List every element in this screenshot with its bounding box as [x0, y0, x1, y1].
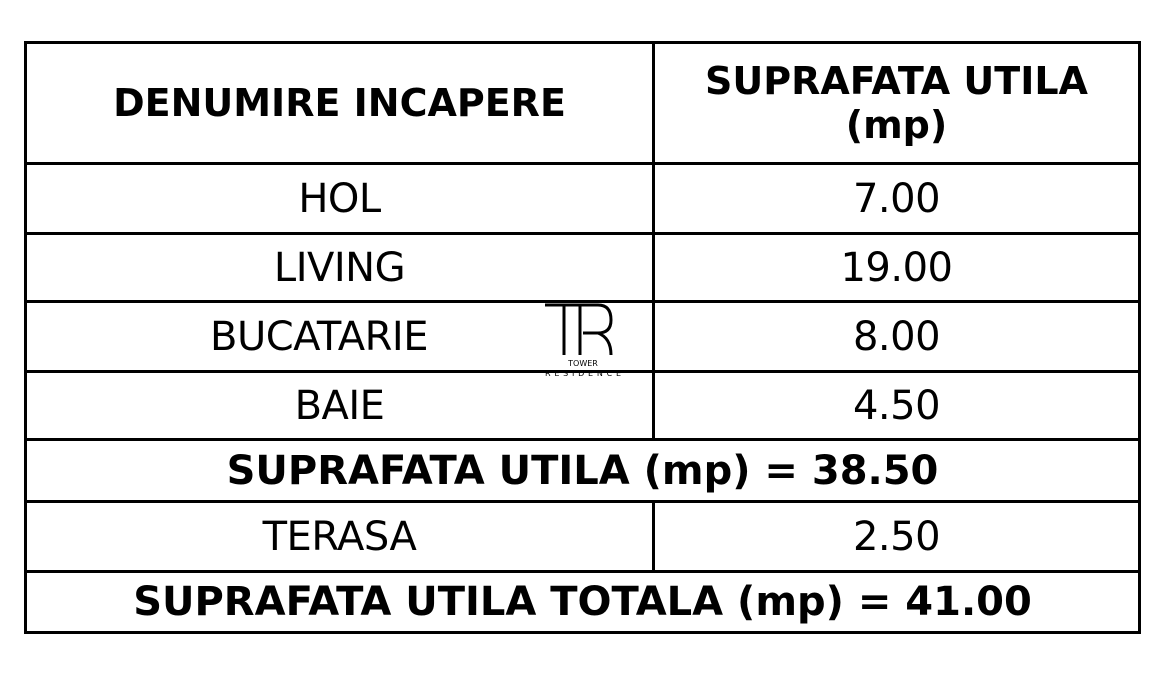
subtotal-text: SUPRAFATA UTILA (mp) = 38.50	[226, 447, 939, 494]
svg-text:TOWER: TOWER	[567, 359, 598, 368]
table-row: BAIE 4.50	[27, 373, 1138, 441]
room-area: 4.50	[852, 382, 941, 429]
svg-text:RESIDENCE: RESIDENCE	[545, 369, 621, 378]
header-area-unit: (mp)	[845, 103, 948, 147]
tower-residence-logo: TOWER RESIDENCE	[545, 303, 621, 378]
table-row: LIVING 19.00	[27, 235, 1138, 303]
area-table: DENUMIRE INCAPERE SUPRAFATA UTILA (mp) HO…	[24, 41, 1141, 634]
header-area: SUPRAFATA UTILA (mp)	[655, 44, 1138, 162]
total-text: SUPRAFATA UTILA TOTALA (mp) = 41.00	[133, 579, 1032, 625]
room-name: TERASA	[27, 503, 655, 570]
subtotal-row: SUPRAFATA UTILA (mp) = 38.50	[27, 441, 1138, 503]
room-name: BUCATARIE	[27, 303, 655, 370]
header-room-name: DENUMIRE INCAPERE	[27, 44, 655, 162]
room-name: BAIE	[27, 373, 655, 438]
table-header: DENUMIRE INCAPERE SUPRAFATA UTILA (mp)	[27, 44, 1138, 165]
room-area: 7.00	[852, 175, 941, 222]
header-area-line1: SUPRAFATA UTILA	[705, 59, 1088, 103]
table-row: BUCATARIE 8.00	[27, 303, 1138, 373]
room-name: LIVING	[27, 235, 655, 300]
table-row: HOL 7.00	[27, 165, 1138, 235]
room-area: 2.50	[852, 513, 941, 560]
room-area: 8.00	[852, 313, 941, 360]
total-row: SUPRAFATA UTILA TOTALA (mp) = 41.00	[27, 573, 1138, 631]
room-area: 19.00	[840, 244, 953, 291]
room-name: HOL	[27, 165, 655, 232]
table-row: TERASA 2.50	[27, 503, 1138, 573]
